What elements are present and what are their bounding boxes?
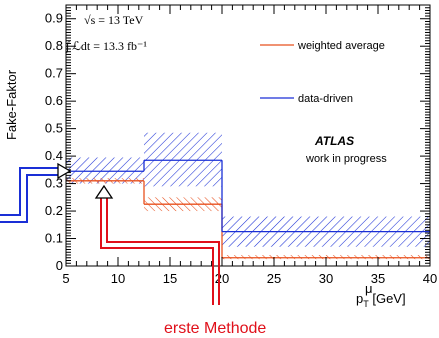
legend-label-weighted-average: weighted average	[297, 40, 385, 52]
plot-frame	[65, 4, 431, 267]
x-tick-label: 10	[111, 271, 125, 286]
atlas-label: ATLAS	[314, 134, 354, 148]
y-tick-label: 0.1	[45, 231, 63, 246]
x-tick-label: 20	[215, 271, 229, 286]
x-axis-title-base: p	[356, 291, 363, 306]
x-tick-label: 30	[319, 271, 333, 286]
y-tick-label: 0.9	[45, 11, 63, 26]
method-arrow-head	[94, 184, 114, 199]
legend-label-data-driven: data-driven	[298, 93, 353, 105]
axes	[65, 4, 431, 267]
y-axis-title: Fake-Faktor	[4, 69, 19, 140]
x-tick-label: 40	[423, 271, 437, 286]
band-data-driven-bin-1	[144, 132, 222, 187]
y-tick-label: 0.4	[45, 148, 63, 163]
x-axis-title-unit: [GeV]	[369, 291, 406, 306]
y-tick-label: 0.5	[45, 121, 63, 136]
x-tick-label: 15	[163, 271, 177, 286]
y-tick-label: 0.2	[45, 203, 63, 218]
y-tick-label: 0.3	[45, 176, 63, 191]
method-label: erste Methode	[164, 320, 266, 337]
status-label: work in progress	[305, 153, 387, 165]
sqrt-s-annotation: √s = 13 TeV	[84, 13, 144, 27]
y-tick-label: 0	[56, 258, 63, 273]
x-tick-label: 35	[371, 271, 385, 286]
y-tick-label: 0.6	[45, 93, 63, 108]
legend: weighted average data-driven	[260, 40, 385, 105]
x-tick-label: 5	[62, 271, 69, 286]
method-arrow	[100, 198, 220, 305]
x-tick-label: 25	[267, 271, 281, 286]
uncertainty-bands	[66, 132, 430, 260]
x-axis-title: pT [GeV]	[356, 291, 406, 309]
y-tick-label: 0.8	[45, 38, 63, 53]
lumi-annotation: ∫ ℒdt = 13.3 fb⁻¹	[65, 39, 147, 53]
x-axis-title-super: μ	[365, 281, 373, 296]
x-axis-title-sub: T	[363, 299, 369, 309]
tick-labels: 5 10 15 20 25 30 35 40 0 0.1 0.2 0.3 0.4 0.5 0.6 0.7 0.8…	[45, 11, 437, 286]
left-arrow-head	[57, 162, 72, 180]
y-tick-label: 0.7	[45, 66, 63, 81]
left-arrow	[0, 167, 58, 223]
